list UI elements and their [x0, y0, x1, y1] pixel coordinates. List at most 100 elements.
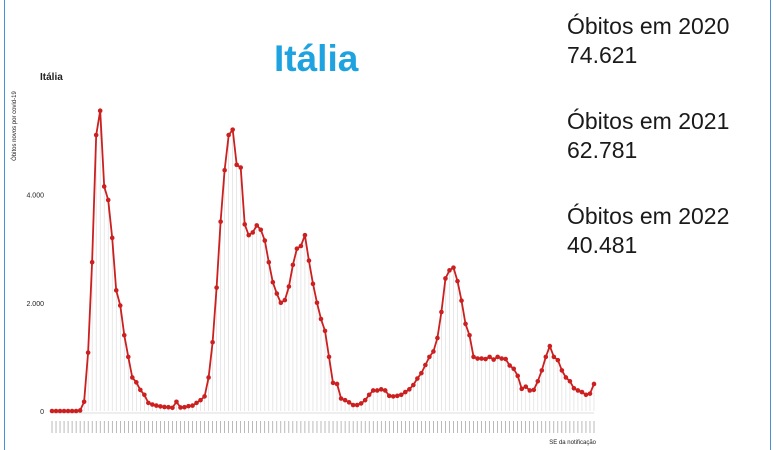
data-point [322, 328, 328, 334]
data-point [49, 408, 55, 414]
data-point [330, 380, 336, 386]
y-tick-label: 2.000 [26, 301, 44, 308]
data-point [310, 281, 316, 287]
data-point [81, 399, 87, 405]
plot-area: 0 2.000 4.000 [26, 108, 597, 433]
data-point [431, 349, 436, 354]
data-point [407, 387, 412, 392]
data-point [77, 408, 83, 413]
data-point [398, 392, 404, 398]
data-point [53, 408, 59, 414]
data-point [447, 268, 452, 273]
data-point [439, 309, 444, 315]
data-point [142, 392, 147, 398]
data-point [499, 356, 504, 361]
data-point [266, 259, 272, 265]
data-point [186, 403, 191, 409]
data-point [258, 227, 264, 233]
data-point [463, 321, 468, 327]
data-point [382, 388, 388, 393]
left-border [4, 0, 5, 450]
data-point [306, 258, 312, 263]
stat-value: 74.621 [567, 42, 638, 68]
series-line [52, 109, 595, 412]
data-point [326, 354, 332, 360]
data-point [198, 397, 203, 403]
data-point [563, 375, 569, 380]
y-tick-label: 0 [40, 409, 44, 416]
stat-label: Óbitos em 2020 [567, 13, 730, 39]
data-point [491, 357, 496, 362]
data-point [282, 297, 288, 303]
data-point [515, 373, 521, 379]
data-point [479, 356, 484, 361]
data-point [150, 402, 155, 407]
data-point [238, 165, 243, 170]
stat-value: 40.481 [567, 232, 638, 258]
data-point [386, 393, 392, 399]
data-point [129, 375, 135, 380]
data-point [475, 356, 480, 361]
data-point [571, 385, 577, 391]
data-point [117, 303, 123, 308]
data-point [366, 392, 372, 398]
data-point [318, 316, 324, 322]
data-point [138, 387, 143, 393]
data-point [459, 298, 464, 303]
data-point [511, 366, 517, 372]
data-point [113, 288, 119, 293]
data-point [567, 378, 573, 384]
data-point [230, 127, 235, 132]
data-point [194, 400, 199, 406]
data-point [483, 356, 488, 362]
data-point [358, 401, 364, 406]
data-point [523, 384, 529, 389]
y-tick-label: 4.000 [26, 193, 44, 200]
data-point [547, 343, 553, 349]
data-point [154, 403, 159, 408]
data-point [162, 404, 167, 410]
data-point [342, 397, 348, 403]
data-point [290, 262, 296, 268]
data-point [350, 402, 356, 408]
data-point [206, 375, 211, 380]
data-point [415, 376, 420, 381]
data-point [109, 235, 115, 241]
data-point [190, 403, 195, 408]
y-axis-label: Óbitos novos por covid-19 [11, 90, 18, 160]
data-point [73, 408, 79, 414]
data-point [286, 284, 292, 289]
data-point [507, 363, 512, 368]
data-point [543, 354, 549, 360]
data-point [362, 397, 368, 403]
data-point [559, 368, 565, 373]
data-point [334, 381, 340, 387]
data-point [423, 362, 428, 368]
data-point [555, 357, 561, 363]
data-point [234, 162, 239, 168]
data-point [85, 350, 91, 355]
data-point [354, 402, 360, 408]
data-point [531, 387, 537, 393]
data-point [202, 394, 207, 399]
data-point [487, 354, 492, 360]
data-point [254, 223, 260, 228]
data-point [378, 387, 384, 392]
data-point [178, 405, 183, 410]
data-point [495, 354, 500, 360]
data-point [394, 393, 400, 399]
data-point [158, 404, 163, 409]
data-point [262, 238, 268, 243]
data-point [182, 404, 187, 410]
data-point [97, 108, 103, 114]
data-point [374, 388, 380, 393]
data-point [69, 408, 75, 414]
data-point [503, 356, 508, 362]
stat-label: Óbitos em 2022 [567, 203, 730, 229]
data-point [519, 386, 525, 392]
data-point [403, 389, 408, 395]
data-point [346, 400, 352, 405]
data-point [575, 388, 581, 393]
data-point [61, 408, 67, 414]
data-point [65, 408, 71, 414]
